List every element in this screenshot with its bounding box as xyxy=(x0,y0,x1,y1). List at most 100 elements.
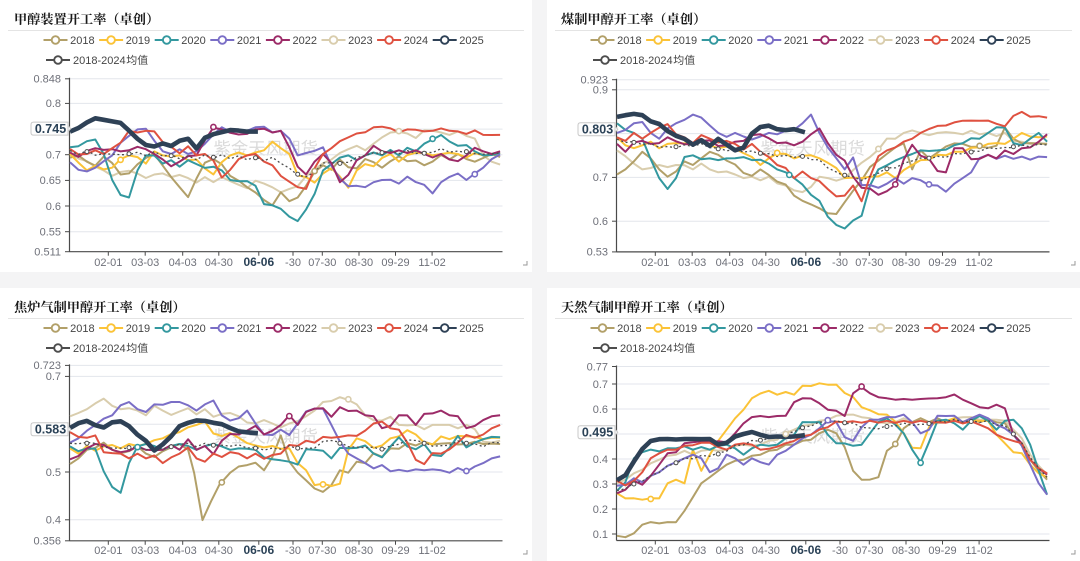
svg-text:0.511: 0.511 xyxy=(34,247,61,259)
svg-text:2019: 2019 xyxy=(673,35,697,47)
svg-text:04-30: 04-30 xyxy=(205,545,233,557)
svg-text:03-03: 03-03 xyxy=(131,545,159,557)
svg-text:-30: -30 xyxy=(285,545,301,557)
svg-text:02-01: 02-01 xyxy=(641,257,669,269)
svg-text:02-01: 02-01 xyxy=(94,545,122,557)
svg-text:2022: 2022 xyxy=(840,323,864,335)
svg-text:08-30: 08-30 xyxy=(892,257,920,269)
svg-text:04-03: 04-03 xyxy=(169,257,197,269)
svg-text:0.1: 0.1 xyxy=(593,529,608,541)
svg-text:2025: 2025 xyxy=(1006,35,1030,47)
svg-text:2020: 2020 xyxy=(181,35,205,47)
svg-text:2020: 2020 xyxy=(181,323,205,335)
svg-text:2018-2024: 2018-2024 xyxy=(73,343,126,355)
svg-text:04-03: 04-03 xyxy=(169,545,197,557)
svg-text:2018: 2018 xyxy=(70,323,94,335)
svg-text:2022: 2022 xyxy=(293,35,317,47)
svg-text:2018-2024: 2018-2024 xyxy=(620,343,673,355)
svg-text:2018: 2018 xyxy=(617,323,641,335)
svg-text:2021: 2021 xyxy=(237,35,261,47)
svg-text:0.848: 0.848 xyxy=(33,74,61,86)
svg-text:0.4: 0.4 xyxy=(593,454,608,466)
svg-text:2024: 2024 xyxy=(404,323,428,335)
svg-text:04-03: 04-03 xyxy=(716,545,744,557)
svg-text:11-02: 11-02 xyxy=(965,545,992,557)
svg-text:0.55: 0.55 xyxy=(40,227,61,239)
svg-text:04-30: 04-30 xyxy=(752,257,780,269)
svg-text:2023: 2023 xyxy=(895,35,919,47)
svg-text:2023: 2023 xyxy=(348,323,372,335)
svg-text:-30: -30 xyxy=(285,257,301,269)
svg-text:04-03: 04-03 xyxy=(716,257,744,269)
svg-text:02-01: 02-01 xyxy=(94,257,122,269)
svg-text:09-29: 09-29 xyxy=(928,545,956,557)
svg-text:2021: 2021 xyxy=(784,323,808,335)
svg-text:0.65: 0.65 xyxy=(40,175,61,187)
svg-text:2024: 2024 xyxy=(951,35,975,47)
svg-text:-30: -30 xyxy=(832,545,848,557)
svg-text:03-03: 03-03 xyxy=(678,545,706,557)
svg-text:09-29: 09-29 xyxy=(928,257,956,269)
svg-text:08-30: 08-30 xyxy=(892,545,920,557)
svg-text:03-03: 03-03 xyxy=(678,257,706,269)
svg-text:07-30: 07-30 xyxy=(855,257,883,269)
svg-text:08-30: 08-30 xyxy=(345,257,373,269)
svg-text:2022: 2022 xyxy=(293,323,317,335)
svg-text:0.583: 0.583 xyxy=(35,423,66,437)
svg-text:2019: 2019 xyxy=(126,323,150,335)
svg-text:0.77: 0.77 xyxy=(587,361,608,373)
svg-text:11-02: 11-02 xyxy=(418,545,445,557)
svg-text:0.7: 0.7 xyxy=(593,172,608,184)
svg-text:09-29: 09-29 xyxy=(381,545,409,557)
svg-text:06-06: 06-06 xyxy=(790,543,821,557)
svg-text:0.356: 0.356 xyxy=(33,536,61,548)
svg-text:0.7: 0.7 xyxy=(46,150,61,162)
svg-text:0.495: 0.495 xyxy=(582,426,613,440)
svg-text:2021: 2021 xyxy=(237,323,261,335)
svg-text:0.8: 0.8 xyxy=(46,98,61,110)
svg-text:2022: 2022 xyxy=(840,35,864,47)
svg-text:2025: 2025 xyxy=(1006,323,1030,335)
svg-text:03-03: 03-03 xyxy=(131,257,159,269)
svg-text:04-30: 04-30 xyxy=(205,257,233,269)
svg-text:06-06: 06-06 xyxy=(790,255,821,269)
svg-text:0.3: 0.3 xyxy=(593,479,608,491)
svg-text:2019: 2019 xyxy=(126,35,150,47)
svg-text:06-06: 06-06 xyxy=(243,543,274,557)
svg-text:2018: 2018 xyxy=(617,35,641,47)
svg-text:-30: -30 xyxy=(832,257,848,269)
svg-text:0.4: 0.4 xyxy=(46,515,61,527)
svg-text:04-30: 04-30 xyxy=(752,545,780,557)
svg-text:2024: 2024 xyxy=(951,323,975,335)
svg-text:0.803: 0.803 xyxy=(582,123,613,137)
svg-text:2019: 2019 xyxy=(673,323,697,335)
svg-text:2023: 2023 xyxy=(348,35,372,47)
svg-text:0.6: 0.6 xyxy=(593,404,608,416)
svg-text:2018-2024: 2018-2024 xyxy=(620,55,673,67)
svg-text:0.745: 0.745 xyxy=(35,122,66,136)
svg-text:2018-2024: 2018-2024 xyxy=(73,55,126,67)
svg-text:0.5: 0.5 xyxy=(46,467,61,479)
svg-text:0.7: 0.7 xyxy=(46,371,61,383)
svg-text:0.53: 0.53 xyxy=(587,247,608,259)
svg-text:2025: 2025 xyxy=(459,35,483,47)
svg-text:2020: 2020 xyxy=(728,35,752,47)
svg-text:2023: 2023 xyxy=(895,323,919,335)
svg-text:0.923: 0.923 xyxy=(580,75,608,87)
svg-text:2020: 2020 xyxy=(728,323,752,335)
svg-text:0.723: 0.723 xyxy=(33,360,61,372)
svg-text:2024: 2024 xyxy=(404,35,428,47)
svg-text:0.9: 0.9 xyxy=(593,85,608,97)
svg-text:06-06: 06-06 xyxy=(243,255,274,269)
svg-text:0.6: 0.6 xyxy=(46,201,61,213)
svg-text:0.6: 0.6 xyxy=(593,216,608,228)
svg-text:02-01: 02-01 xyxy=(641,545,669,557)
svg-text:0.2: 0.2 xyxy=(593,504,608,516)
svg-text:11-02: 11-02 xyxy=(418,257,445,269)
svg-text:08-30: 08-30 xyxy=(345,545,373,557)
svg-text:07-30: 07-30 xyxy=(308,545,336,557)
svg-text:07-30: 07-30 xyxy=(855,545,883,557)
svg-text:09-29: 09-29 xyxy=(381,257,409,269)
svg-text:11-02: 11-02 xyxy=(965,257,992,269)
svg-text:2025: 2025 xyxy=(459,323,483,335)
